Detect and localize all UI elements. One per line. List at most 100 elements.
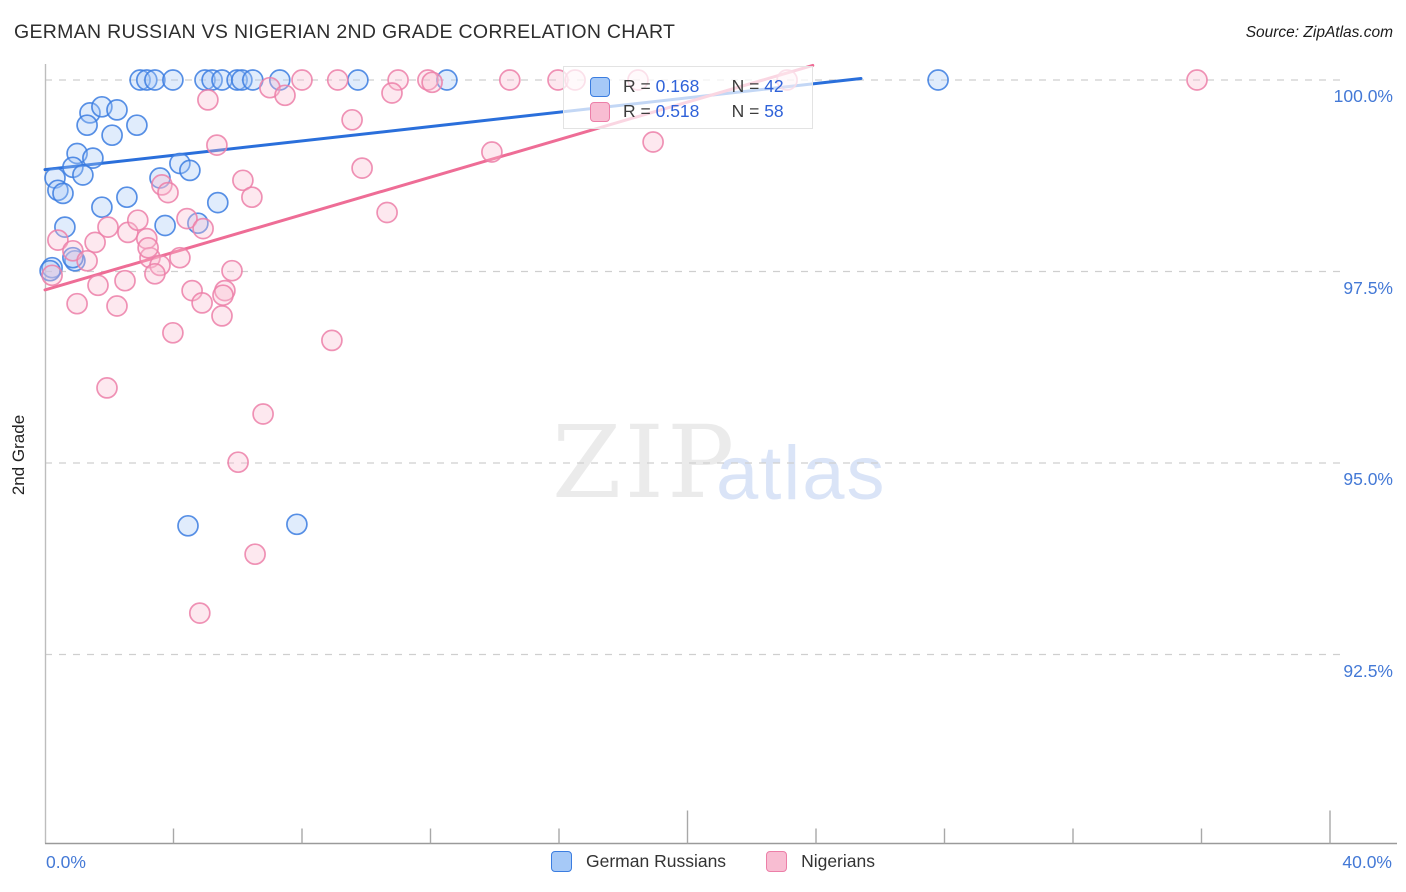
data-point-german-russians[interactable] (154, 214, 176, 237)
y-tick-label-95: 95.0% (1343, 469, 1393, 489)
r-label: R = (623, 76, 656, 96)
data-point-nigerians[interactable] (206, 134, 228, 156)
correlation-legend-box: R = 0.168 N = 42 R = 0.518 N = 58 (563, 66, 813, 129)
data-point-nigerians[interactable] (481, 141, 503, 163)
data-point-german-russians[interactable] (129, 69, 151, 91)
data-point-nigerians[interactable] (157, 181, 179, 204)
legend-item-nigerians[interactable]: Nigerians (766, 851, 875, 872)
data-point-nigerians[interactable] (162, 321, 184, 344)
data-point-nigerians[interactable] (326, 69, 349, 91)
data-point-german-russians[interactable] (106, 99, 128, 121)
data-point-nigerians[interactable] (212, 284, 234, 307)
data-point-german-russians[interactable] (206, 191, 229, 214)
data-point-nigerians[interactable] (642, 131, 664, 153)
n-value-german-russians: 42 (764, 76, 784, 96)
data-point-german-russians[interactable] (91, 196, 113, 219)
data-point-nigerians[interactable] (87, 274, 109, 297)
data-point-nigerians[interactable] (144, 262, 166, 285)
x-axis-min-label: 0.0% (46, 852, 86, 872)
data-point-german-russians[interactable] (76, 114, 98, 137)
data-point-nigerians[interactable] (221, 259, 243, 282)
data-point-nigerians[interactable] (232, 169, 254, 192)
data-point-german-russians[interactable] (179, 159, 201, 182)
data-point-nigerians[interactable] (1186, 69, 1208, 91)
data-point-german-russians[interactable] (226, 69, 248, 91)
data-point-nigerians[interactable] (381, 82, 403, 104)
legend-label: German Russians (586, 851, 727, 871)
data-point-german-russians[interactable] (162, 69, 184, 91)
series-legend: German Russians Nigerians (551, 851, 875, 872)
gridlines (45, 79, 1340, 656)
data-point-nigerians[interactable] (274, 84, 296, 107)
data-point-nigerians[interactable] (137, 236, 159, 259)
data-point-nigerians[interactable] (96, 377, 118, 399)
data-point-german-russians[interactable] (286, 513, 308, 536)
data-point-nigerians[interactable] (387, 69, 409, 91)
y-tick-label-100: 100.0% (1333, 86, 1393, 106)
n-label: N = (731, 76, 765, 96)
data-point-nigerians[interactable] (66, 292, 88, 315)
data-point-nigerians[interactable] (97, 216, 119, 238)
data-point-nigerians[interactable] (376, 201, 398, 224)
data-point-nigerians[interactable] (84, 231, 106, 254)
data-point-nigerians[interactable] (227, 451, 249, 474)
r-value-german-russians: 0.168 (655, 76, 700, 96)
legend-row-german-russians[interactable]: R = 0.168 N = 42 (590, 74, 812, 99)
data-point-nigerians[interactable] (197, 89, 219, 111)
data-point-german-russians[interactable] (177, 514, 199, 537)
data-point-nigerians[interactable] (241, 186, 263, 209)
data-point-german-russians[interactable] (116, 186, 138, 209)
data-point-german-russians[interactable] (135, 69, 158, 91)
nigerians-swatch (590, 101, 610, 122)
page-title: GERMAN RUSSIAN VS NIGERIAN 2ND GRADE COR… (14, 21, 676, 43)
data-point-nigerians[interactable] (176, 207, 198, 230)
data-point-german-russians[interactable] (231, 69, 253, 91)
r-label: R = (623, 101, 656, 121)
y-tick-label-97-5: 97.5% (1343, 278, 1393, 298)
data-point-nigerians[interactable] (498, 69, 521, 91)
data-point-german-russians[interactable] (144, 69, 166, 91)
y-axis-title: 2nd Grade (9, 414, 28, 496)
data-point-nigerians[interactable] (191, 292, 213, 314)
data-point-german-russians[interactable] (347, 69, 369, 91)
german-russians-swatch (551, 851, 572, 872)
data-point-nigerians[interactable] (244, 543, 266, 566)
data-point-nigerians[interactable] (114, 269, 136, 292)
data-point-nigerians[interactable] (41, 264, 63, 287)
legend-item-german-russians[interactable]: German Russians (551, 851, 726, 872)
data-point-nigerians[interactable] (291, 69, 313, 91)
watermark-atlas: atlas (716, 431, 887, 516)
data-point-nigerians[interactable] (211, 305, 233, 327)
data-point-german-russians[interactable] (927, 69, 949, 91)
legend-label: Nigerians (801, 851, 875, 871)
data-point-german-russians[interactable] (72, 164, 94, 186)
data-point-german-russians[interactable] (126, 114, 148, 137)
data-point-german-russians[interactable] (52, 182, 74, 205)
r-value-nigerians: 0.518 (655, 101, 700, 121)
data-point-nigerians[interactable] (188, 602, 211, 624)
n-label: N = (731, 101, 765, 121)
data-point-nigerians[interactable] (252, 403, 274, 425)
data-point-nigerians[interactable] (351, 157, 373, 179)
data-point-nigerians[interactable] (106, 295, 128, 317)
source-attribution: Source: ZipAtlas.com (1245, 24, 1393, 41)
data-point-nigerians[interactable] (192, 217, 214, 240)
data-point-german-russians[interactable] (101, 124, 123, 147)
data-point-german-russians[interactable] (82, 147, 104, 169)
data-point-nigerians[interactable] (421, 71, 443, 94)
data-points (39, 69, 1208, 624)
data-point-nigerians[interactable] (76, 249, 98, 272)
data-point-nigerians[interactable] (321, 329, 343, 352)
y-tick-label-92-5: 92.5% (1343, 661, 1393, 681)
n-value-nigerians: 58 (764, 101, 784, 121)
data-point-nigerians[interactable] (126, 209, 149, 232)
data-point-nigerians[interactable] (341, 108, 363, 131)
german-russians-swatch (590, 76, 610, 97)
data-point-nigerians[interactable] (169, 246, 191, 269)
data-point-german-russians[interactable] (54, 216, 76, 238)
data-point-nigerians[interactable] (47, 229, 69, 251)
legend-row-nigerians[interactable]: R = 0.518 N = 58 (590, 99, 812, 124)
axes (44, 64, 1397, 845)
